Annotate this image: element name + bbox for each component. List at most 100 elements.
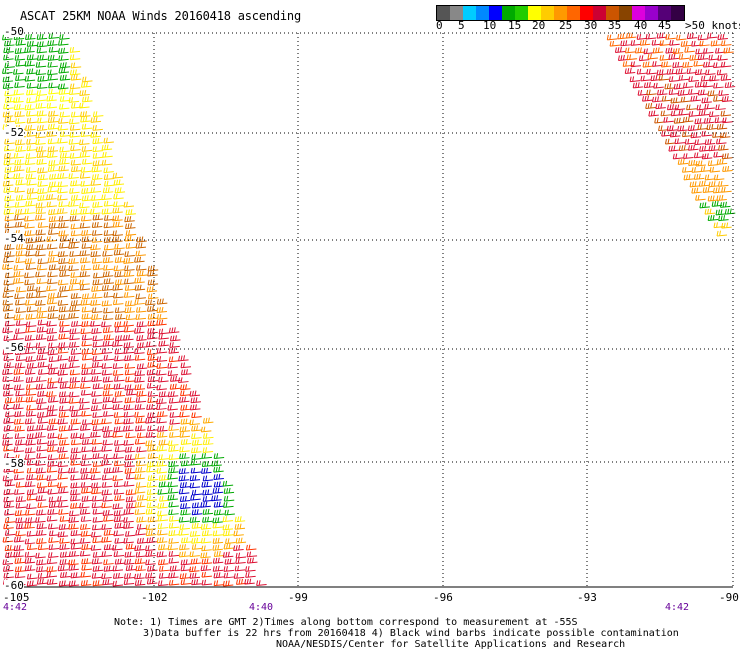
- wind-barb: [101, 502, 112, 509]
- wind-barb: [225, 538, 236, 545]
- wind-barb: [668, 89, 680, 95]
- wind-barb: [709, 75, 720, 82]
- wind-barb: [4, 202, 15, 209]
- wind-barb: [234, 516, 246, 523]
- time-label-center: 4:40: [249, 602, 274, 613]
- wind-barb: [81, 454, 93, 460]
- wind-barb: [24, 33, 36, 41]
- wind-barb: [57, 531, 69, 538]
- wind-barb: [3, 362, 15, 369]
- wind-barb: [2, 263, 13, 270]
- wind-barb: [58, 425, 70, 432]
- wind-barb: [156, 431, 168, 438]
- wind-barb: [202, 516, 213, 523]
- wind-barb: [723, 47, 734, 54]
- wind-barb: [124, 223, 136, 230]
- wind-barb: [69, 405, 80, 412]
- wind-barb: [103, 544, 115, 551]
- wind-barb: [47, 186, 58, 193]
- wind-barb: [147, 412, 158, 419]
- wind-barb: [156, 417, 167, 424]
- wind-barb: [677, 125, 688, 132]
- wind-barb: [189, 475, 201, 482]
- wind-barb: [157, 425, 168, 432]
- wind-barb: [15, 481, 27, 488]
- wind-barb: [716, 194, 727, 202]
- wind-barb: [697, 54, 709, 61]
- wind-barb: [79, 222, 91, 229]
- wind-barb: [15, 320, 27, 326]
- wind-barb: [688, 159, 699, 167]
- wind-barb: [2, 292, 14, 298]
- wind-barb: [37, 174, 49, 181]
- wind-barb: [13, 446, 25, 453]
- wind-barb: [114, 335, 126, 342]
- wind-barb: [14, 328, 26, 335]
- wind-barb: [14, 221, 26, 228]
- wind-barb: [673, 117, 685, 124]
- wind-barb: [2, 82, 14, 89]
- wind-barb: [134, 573, 145, 580]
- wind-barb: [191, 579, 202, 586]
- wind-barb: [101, 321, 112, 328]
- wind-barb: [3, 502, 15, 509]
- wind-barb: [57, 172, 68, 180]
- wind-barb: [180, 418, 191, 425]
- wind-barb: [35, 495, 47, 502]
- wind-barb: [47, 165, 59, 172]
- wind-barb: [189, 530, 201, 537]
- wind-barb: [58, 523, 70, 530]
- wind-barb: [26, 187, 38, 194]
- wind-barb: [674, 138, 685, 145]
- wind-barb: [14, 425, 25, 432]
- wind-barb: [643, 48, 655, 55]
- wind-barb: [57, 347, 69, 354]
- wind-barb: [145, 550, 156, 558]
- wind-barb: [92, 383, 104, 390]
- scale-swatch: [463, 6, 476, 20]
- wind-barb: [58, 405, 70, 412]
- wind-barb: [59, 146, 70, 153]
- wind-barb: [3, 572, 14, 579]
- wind-barb: [620, 40, 631, 47]
- wind-barb: [147, 279, 159, 286]
- wind-barb: [112, 221, 124, 228]
- wind-barb: [14, 293, 25, 300]
- wind-barb: [112, 544, 123, 551]
- wind-barb: [123, 579, 135, 585]
- wind-barb: [113, 201, 124, 208]
- wind-barb: [70, 459, 81, 466]
- wind-barb: [15, 145, 26, 153]
- wind-barb: [80, 530, 92, 537]
- wind-barb: [134, 579, 146, 586]
- wind-barb: [708, 181, 720, 188]
- wind-barb: [701, 153, 713, 160]
- wind-barb: [68, 89, 80, 95]
- scale-label: 40: [634, 19, 648, 32]
- wind-barb: [58, 222, 69, 229]
- wind-barb: [191, 544, 203, 550]
- wind-barb: [694, 69, 706, 76]
- wind-barb: [36, 124, 48, 132]
- wind-barb: [235, 578, 247, 585]
- wind-barb: [158, 565, 170, 572]
- wind-barb: [92, 453, 103, 460]
- wind-barb: [167, 544, 179, 551]
- wind-barb: [704, 138, 716, 145]
- scale-swatch: [476, 6, 489, 20]
- wind-barb: [69, 83, 81, 90]
- wind-barb: [113, 453, 124, 460]
- wind-barb: [47, 460, 58, 467]
- wind-barb: [13, 271, 24, 278]
- wind-barb: [634, 47, 646, 54]
- wind-barb: [36, 54, 48, 61]
- wind-barb: [147, 474, 159, 482]
- wind-barb: [715, 104, 726, 111]
- wind-barb: [59, 558, 70, 566]
- wind-barb: [58, 47, 69, 54]
- wind-barb: [707, 160, 719, 167]
- wind-barb: [112, 403, 123, 411]
- wind-barb: [125, 314, 137, 321]
- wind-barb: [180, 362, 192, 369]
- wind-barb: [222, 524, 234, 531]
